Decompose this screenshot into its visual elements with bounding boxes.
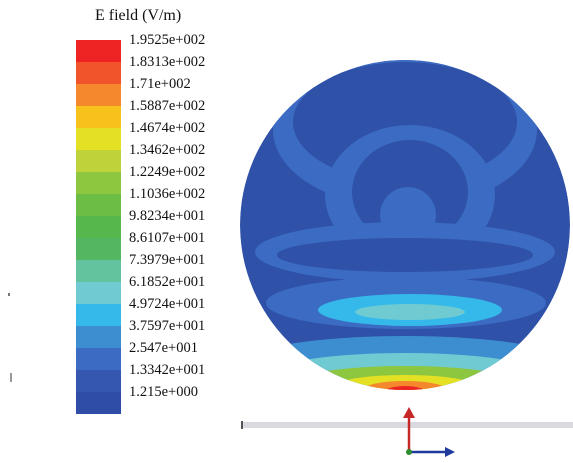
legend-label: 1.8313e+002 [129,54,206,70]
legend-label: 1.215e+000 [129,384,198,400]
legend-swatch [76,40,121,62]
legend-title: E field (V/m) [95,7,182,24]
legend-label: 6.1852e+001 [129,274,206,290]
legend-swatch [76,392,121,414]
legend-label: 1.4674e+002 [129,120,206,136]
legend-swatch [76,260,121,282]
legend-swatch [76,304,121,326]
legend-swatch [76,216,121,238]
ruler-tick [241,421,243,429]
legend-label: 1.1036e+002 [129,186,206,202]
legend-swatch [76,128,121,150]
legend-swatch [76,150,121,172]
stray-mark [10,373,12,382]
legend-swatch [76,172,121,194]
legend-label: 1.9525e+002 [129,32,206,48]
axis-triad-icon [403,407,455,457]
legend-label: 3.7597e+001 [129,318,206,334]
legend-label: 8.6107e+001 [129,230,206,246]
legend-swatch [76,106,121,128]
legend-label: 9.8234e+001 [129,208,206,224]
legend-swatch [76,326,121,348]
legend-swatch [76,84,121,106]
legend-swatch [76,62,121,84]
stray-mark [8,293,10,296]
field-region [363,381,447,390]
legend-swatch [76,194,121,216]
legend-swatch [76,348,121,370]
legend-label: 7.3979e+001 [129,252,206,268]
legend-label: 1.2249e+002 [129,164,206,180]
color-legend: 1.9525e+002 1.8313e+002 1.71e+002 1.5887e+0… [76,32,236,414]
legend-label: 1.3462e+002 [129,142,206,158]
legend-label: 1.71e+002 [129,76,191,92]
legend-label: 4.9724e+001 [129,296,206,312]
legend-swatch [76,238,121,260]
field-region [355,304,465,320]
field-region [385,386,425,390]
legend-label: 1.3342e+001 [129,362,206,378]
legend-swatch [76,370,121,392]
field-sphere [240,60,570,390]
field-region [277,238,533,272]
legend-label: 2.547e+001 [129,340,198,356]
legend-swatch [76,282,121,304]
legend-label: 1.5887e+002 [129,98,206,114]
